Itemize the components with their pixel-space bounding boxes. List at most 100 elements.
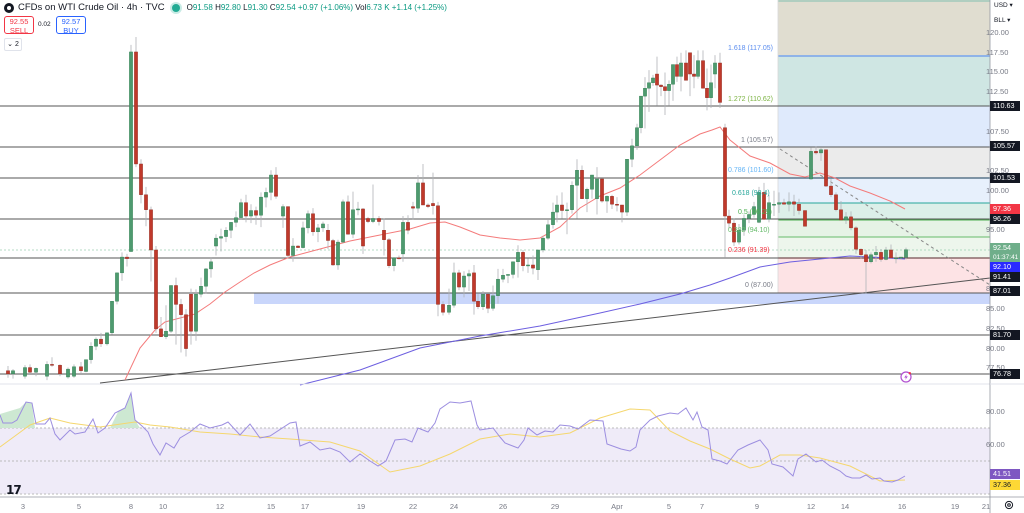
candle: [274, 174, 278, 197]
candle: [311, 213, 315, 233]
sell-button[interactable]: 92.55 SELL: [4, 16, 34, 34]
candle: [521, 252, 525, 266]
candle: [144, 194, 148, 210]
tradingview-logo[interactable]: 17: [6, 483, 22, 497]
candle: [849, 216, 853, 229]
time-label: 9: [754, 502, 760, 511]
ma-red-line: [124, 126, 906, 381]
time-label: 14: [840, 502, 850, 511]
price-tag: 91.41: [990, 272, 1020, 282]
candle: [762, 192, 766, 220]
fib-level-label: 0.786 (101.60): [728, 167, 774, 174]
candle: [45, 364, 49, 377]
candle: [416, 182, 420, 209]
candle: [859, 248, 863, 255]
candle: [249, 210, 253, 217]
price-tag: 92.10: [990, 262, 1020, 272]
price-tag: 92.54: [990, 243, 1020, 253]
candle: [864, 254, 868, 263]
candle: [149, 209, 153, 251]
fibonacci-extension[interactable]: [777, 0, 990, 293]
candle: [701, 60, 705, 89]
fib-level-label: 0.236 (91.39): [728, 247, 770, 254]
time-label: 12: [215, 502, 225, 511]
candle: [713, 62, 717, 75]
candle: [732, 222, 736, 243]
candle: [154, 249, 158, 330]
price-tag: 81.70: [990, 330, 1020, 340]
candle: [496, 278, 500, 296]
candle: [281, 206, 285, 217]
candle: [884, 249, 888, 260]
rsi-line: [0, 391, 906, 483]
candle: [244, 202, 248, 217]
lightning-alert-icon[interactable]: [900, 371, 912, 383]
candle: [6, 370, 10, 375]
fib-level-label: 0 (87.00): [745, 282, 774, 289]
time-label: 16: [897, 502, 907, 511]
buy-button[interactable]: 92.57 BUY: [56, 16, 86, 34]
rsi-value-tag: 41.51: [990, 469, 1020, 479]
candle: [536, 249, 540, 270]
support-zone[interactable]: [254, 293, 990, 304]
candle: [189, 293, 193, 332]
candle: [159, 328, 163, 337]
candle: [219, 236, 223, 239]
rsi-pane[interactable]: [0, 391, 990, 495]
candle: [467, 273, 471, 277]
candle: [179, 304, 183, 315]
candle: [224, 230, 228, 237]
candle: [28, 367, 32, 373]
candle: [361, 208, 365, 247]
candle: [570, 185, 574, 210]
candle: [286, 206, 290, 256]
candle: [772, 204, 776, 206]
time-label: 5: [666, 502, 672, 511]
candle: [174, 285, 178, 305]
candle: [639, 95, 643, 128]
candle: [234, 217, 238, 223]
time-label: 24: [449, 502, 459, 511]
candle: [610, 196, 614, 205]
price-tick: 85.00: [986, 304, 1005, 314]
symbol-title[interactable]: CFDs on WTI Crude Oil · 4h · TVC: [18, 2, 165, 13]
candle: [316, 227, 320, 233]
candle: [291, 245, 295, 256]
candle: [321, 223, 325, 229]
candle: [879, 252, 883, 260]
candle: [643, 88, 647, 97]
indicators-collapse-toggle[interactable]: ⌄ 2: [4, 38, 22, 51]
price-tick: 77.50: [986, 363, 1005, 373]
candle: [560, 204, 564, 211]
price-tag: 110.63: [990, 101, 1020, 111]
candle: [675, 64, 679, 77]
candle: [792, 201, 796, 205]
currency-selector[interactable]: USD ▾: [994, 2, 1013, 9]
candle: [134, 51, 138, 165]
price-tag: 87.01: [990, 286, 1020, 296]
candlesticks[interactable]: [6, 36, 908, 381]
rsi-tick-80: 80.00: [986, 407, 1005, 416]
candle: [595, 178, 599, 199]
candle: [516, 252, 520, 263]
settings-gear-icon[interactable]: [1004, 500, 1014, 510]
candle: [447, 305, 451, 313]
price-tag: 96.26: [990, 214, 1020, 224]
candle: [727, 215, 731, 224]
candle: [742, 218, 746, 231]
trendline-ascending[interactable]: [99, 277, 991, 384]
candle: [541, 237, 545, 251]
candle: [11, 370, 15, 375]
candle: [692, 73, 696, 77]
candle: [254, 210, 258, 216]
unit-selector[interactable]: BLL ▾: [994, 17, 1011, 24]
price-tick: 95.00: [986, 225, 1005, 235]
time-label: 10: [158, 502, 168, 511]
candle: [555, 204, 559, 213]
candle: [757, 192, 761, 223]
candle: [462, 275, 466, 288]
time-label: 19: [356, 502, 366, 511]
candle: [491, 295, 495, 309]
price-tick: 115.00: [986, 67, 1009, 77]
